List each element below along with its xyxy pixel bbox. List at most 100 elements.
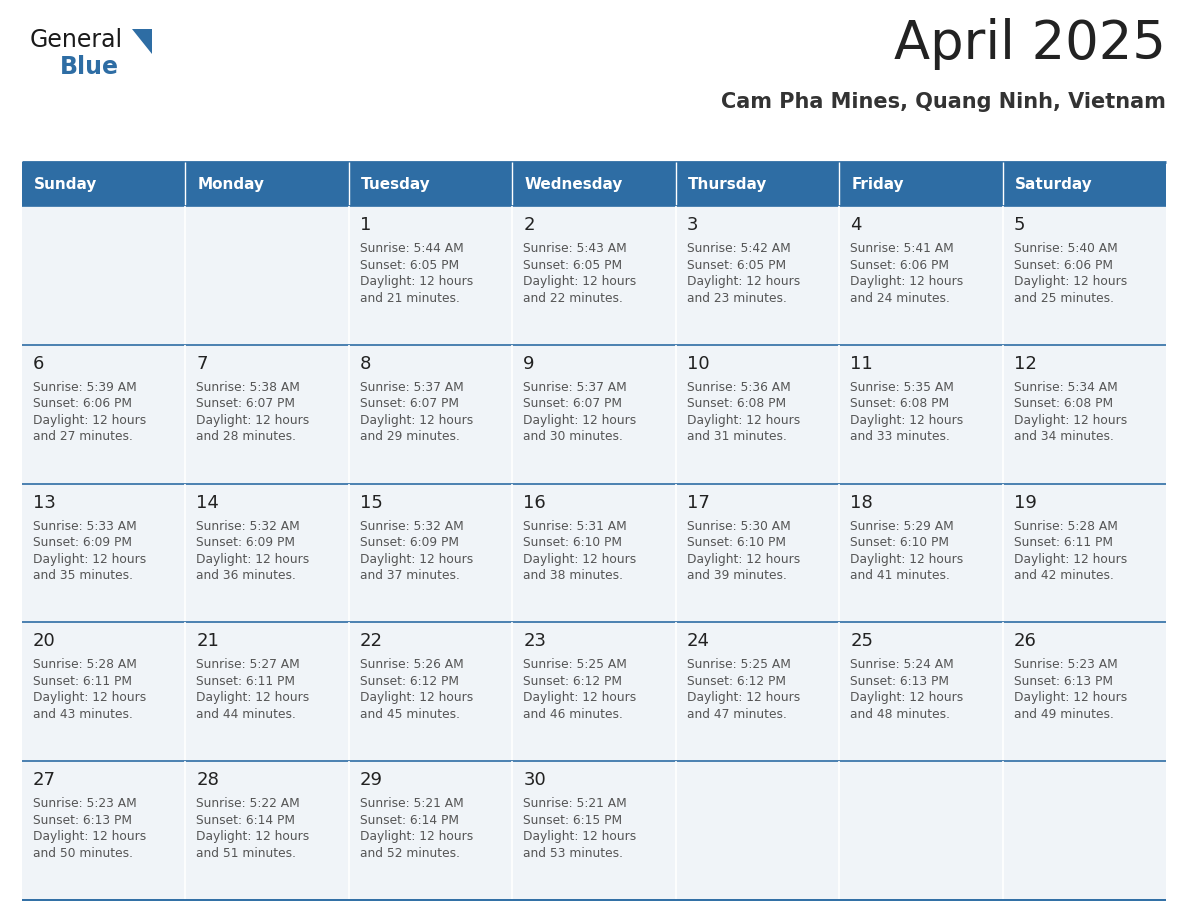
Bar (185, 345, 349, 484)
Text: Sunrise: 5:23 AM: Sunrise: 5:23 AM (33, 797, 137, 811)
Text: Daylight: 12 hours: Daylight: 12 hours (360, 830, 473, 844)
Bar (23, 162, 185, 206)
Text: Sunrise: 5:22 AM: Sunrise: 5:22 AM (196, 797, 301, 811)
Bar (1003, 484, 1165, 622)
Text: and 42 minutes.: and 42 minutes. (1013, 569, 1113, 582)
Bar (23, 345, 185, 484)
Text: Sunrise: 5:29 AM: Sunrise: 5:29 AM (851, 520, 954, 532)
Text: 6: 6 (33, 354, 44, 373)
Text: Sunrise: 5:37 AM: Sunrise: 5:37 AM (523, 381, 627, 394)
Text: Sunrise: 5:28 AM: Sunrise: 5:28 AM (33, 658, 137, 671)
Text: and 33 minutes.: and 33 minutes. (851, 431, 950, 443)
Text: Daylight: 12 hours: Daylight: 12 hours (523, 830, 637, 844)
Text: Friday: Friday (851, 176, 904, 192)
Text: Sunset: 6:09 PM: Sunset: 6:09 PM (196, 536, 296, 549)
Text: Daylight: 12 hours: Daylight: 12 hours (687, 553, 800, 565)
Text: Sunset: 6:06 PM: Sunset: 6:06 PM (1013, 259, 1113, 272)
Text: Sunset: 6:05 PM: Sunset: 6:05 PM (687, 259, 785, 272)
Text: Sunset: 6:07 PM: Sunset: 6:07 PM (523, 397, 623, 410)
Bar (185, 622, 349, 761)
Bar (839, 162, 1003, 206)
Text: Sunrise: 5:41 AM: Sunrise: 5:41 AM (851, 242, 954, 255)
Text: Sunset: 6:10 PM: Sunset: 6:10 PM (851, 536, 949, 549)
Text: and 34 minutes.: and 34 minutes. (1013, 431, 1113, 443)
Text: Sunset: 6:10 PM: Sunset: 6:10 PM (687, 536, 785, 549)
Text: Sunset: 6:08 PM: Sunset: 6:08 PM (687, 397, 785, 410)
Text: and 52 minutes.: and 52 minutes. (360, 846, 460, 859)
Text: and 28 minutes.: and 28 minutes. (196, 431, 297, 443)
Text: Sunset: 6:15 PM: Sunset: 6:15 PM (523, 813, 623, 827)
Bar (676, 761, 839, 900)
Text: Daylight: 12 hours: Daylight: 12 hours (196, 830, 310, 844)
Bar (512, 206, 676, 345)
Text: Sunset: 6:07 PM: Sunset: 6:07 PM (360, 397, 459, 410)
Bar (839, 206, 1003, 345)
Text: Sunrise: 5:31 AM: Sunrise: 5:31 AM (523, 520, 627, 532)
Text: Sunrise: 5:37 AM: Sunrise: 5:37 AM (360, 381, 463, 394)
Text: Sunrise: 5:21 AM: Sunrise: 5:21 AM (523, 797, 627, 811)
Text: April 2025: April 2025 (895, 18, 1165, 70)
Bar (512, 484, 676, 622)
Text: Sunrise: 5:36 AM: Sunrise: 5:36 AM (687, 381, 790, 394)
Text: Daylight: 12 hours: Daylight: 12 hours (196, 691, 310, 704)
Text: Sunset: 6:11 PM: Sunset: 6:11 PM (1013, 536, 1113, 549)
Text: and 53 minutes.: and 53 minutes. (523, 846, 624, 859)
Bar (349, 484, 512, 622)
Text: Daylight: 12 hours: Daylight: 12 hours (687, 691, 800, 704)
Text: Sunset: 6:14 PM: Sunset: 6:14 PM (196, 813, 296, 827)
Text: Cam Pha Mines, Quang Ninh, Vietnam: Cam Pha Mines, Quang Ninh, Vietnam (721, 92, 1165, 112)
Text: Monday: Monday (197, 176, 265, 192)
Bar (349, 206, 512, 345)
Text: Daylight: 12 hours: Daylight: 12 hours (360, 691, 473, 704)
Bar (1003, 622, 1165, 761)
Text: and 31 minutes.: and 31 minutes. (687, 431, 786, 443)
Text: Sunset: 6:14 PM: Sunset: 6:14 PM (360, 813, 459, 827)
Text: Sunset: 6:13 PM: Sunset: 6:13 PM (1013, 675, 1113, 688)
Text: Sunrise: 5:32 AM: Sunrise: 5:32 AM (360, 520, 463, 532)
Text: Daylight: 12 hours: Daylight: 12 hours (1013, 553, 1127, 565)
Bar (512, 345, 676, 484)
Bar (839, 345, 1003, 484)
Text: 23: 23 (523, 633, 546, 650)
Polygon shape (132, 29, 152, 54)
Text: Daylight: 12 hours: Daylight: 12 hours (33, 553, 146, 565)
Text: 11: 11 (851, 354, 873, 373)
Text: Sunset: 6:07 PM: Sunset: 6:07 PM (196, 397, 296, 410)
Text: Sunset: 6:11 PM: Sunset: 6:11 PM (33, 675, 132, 688)
Bar (23, 206, 185, 345)
Text: 7: 7 (196, 354, 208, 373)
Bar (676, 162, 839, 206)
Text: and 44 minutes.: and 44 minutes. (196, 708, 296, 721)
Bar (512, 761, 676, 900)
Text: 13: 13 (33, 494, 56, 511)
Bar (676, 345, 839, 484)
Text: 4: 4 (851, 216, 861, 234)
Bar (512, 162, 676, 206)
Text: and 27 minutes.: and 27 minutes. (33, 431, 133, 443)
Bar (349, 622, 512, 761)
Text: 19: 19 (1013, 494, 1036, 511)
Text: Thursday: Thursday (688, 176, 767, 192)
Text: Sunrise: 5:42 AM: Sunrise: 5:42 AM (687, 242, 790, 255)
Text: and 45 minutes.: and 45 minutes. (360, 708, 460, 721)
Text: Sunrise: 5:23 AM: Sunrise: 5:23 AM (1013, 658, 1118, 671)
Text: Daylight: 12 hours: Daylight: 12 hours (360, 553, 473, 565)
Text: Sunrise: 5:24 AM: Sunrise: 5:24 AM (851, 658, 954, 671)
Bar (23, 761, 185, 900)
Text: Daylight: 12 hours: Daylight: 12 hours (360, 414, 473, 427)
Bar (1003, 345, 1165, 484)
Bar (676, 484, 839, 622)
Text: Daylight: 12 hours: Daylight: 12 hours (523, 275, 637, 288)
Text: Daylight: 12 hours: Daylight: 12 hours (687, 275, 800, 288)
Text: and 41 minutes.: and 41 minutes. (851, 569, 950, 582)
Text: and 30 minutes.: and 30 minutes. (523, 431, 624, 443)
Text: and 51 minutes.: and 51 minutes. (196, 846, 297, 859)
Text: Daylight: 12 hours: Daylight: 12 hours (196, 414, 310, 427)
Text: Blue: Blue (61, 55, 119, 79)
Text: Sunrise: 5:39 AM: Sunrise: 5:39 AM (33, 381, 137, 394)
Text: Sunrise: 5:44 AM: Sunrise: 5:44 AM (360, 242, 463, 255)
Text: 3: 3 (687, 216, 699, 234)
Text: Saturday: Saturday (1015, 176, 1092, 192)
Text: 16: 16 (523, 494, 546, 511)
Text: Wednesday: Wednesday (524, 176, 623, 192)
